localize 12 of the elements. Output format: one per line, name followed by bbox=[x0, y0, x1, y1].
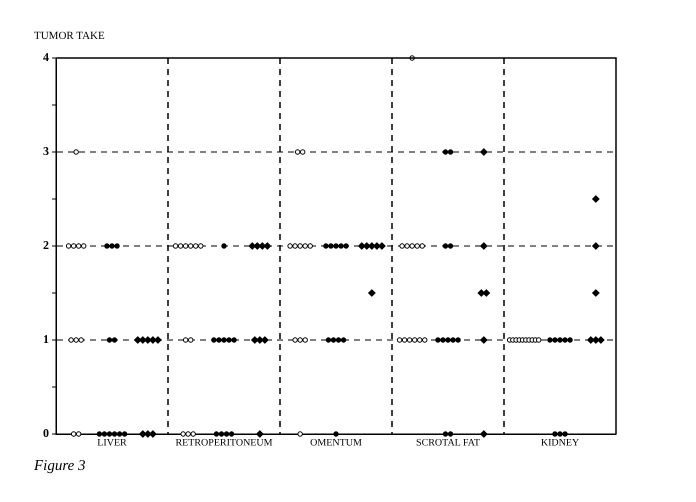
y-axis-title: TUMOR TAKE bbox=[34, 30, 105, 42]
x-tick-label: SCROTAL FAT bbox=[416, 438, 480, 449]
x-tick-label: RETROPERITONEUM bbox=[175, 438, 273, 449]
y-tick-label: 3 bbox=[43, 144, 49, 158]
x-tick-label: OMENTUM bbox=[310, 438, 362, 449]
y-tick-label: 0 bbox=[43, 426, 49, 440]
y-tick-label: 1 bbox=[43, 332, 49, 346]
y-tick-label: 4 bbox=[43, 50, 49, 64]
caption: Figure 3 bbox=[34, 458, 86, 475]
y-tick-label: 2 bbox=[43, 238, 49, 252]
x-tick-label: KIDNEY bbox=[540, 438, 580, 449]
x-tick-label: LIVER bbox=[97, 438, 128, 449]
